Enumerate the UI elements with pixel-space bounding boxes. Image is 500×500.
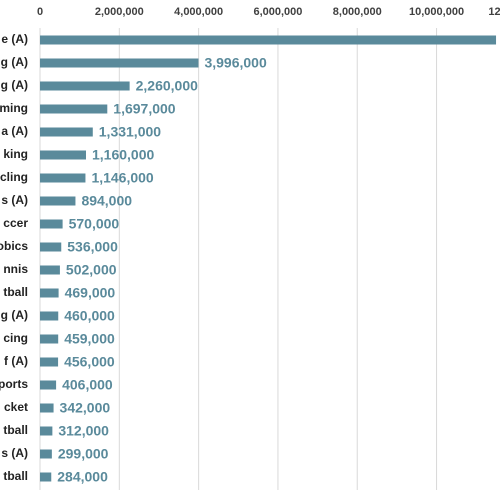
bar [40,150,86,160]
value-label: 312,000 [58,423,109,439]
bar [40,242,62,252]
x-tick-label: 8,000,000 [333,6,382,18]
bar [40,288,59,298]
x-tick-label: 2,000,000 [95,6,144,18]
y-tick-label: obics [0,239,28,253]
y-tick-label: s (A) [1,446,28,460]
bar [40,58,199,68]
y-tick-label: cling [0,170,28,184]
x-tick-label: 10,000,000 [409,6,464,18]
y-tick-label: cing [3,331,28,345]
y-tick-label: tball [3,285,28,299]
value-label: 894,000 [81,193,132,209]
y-tick-label: ming [0,101,28,115]
x-tick-label: 4,000,000 [174,6,223,18]
bar [40,449,52,459]
bar [40,173,86,183]
y-tick-label: a (A) [1,124,28,138]
x-tick-label: 0 [37,6,43,18]
bar [40,380,57,390]
y-tick-label: ports [0,377,28,391]
value-label: 469,000 [65,285,116,301]
bar [40,127,93,137]
value-label: 406,000 [62,377,113,393]
y-tick-label: cket [4,400,28,414]
value-label: 1,697,000 [113,101,175,117]
y-tick-label: ccer [3,216,28,230]
x-tick-label: 6,000,000 [253,6,302,18]
value-label: 284,000 [57,469,108,485]
value-label: 2,260,000 [136,78,198,94]
value-label: 570,000 [69,216,120,232]
y-tick-label: s (A) [1,193,28,207]
value-label: 502,000 [66,262,117,278]
bar [40,403,54,413]
bar [40,357,59,367]
y-tick-label: f (A) [4,354,28,368]
value-label: 536,000 [67,239,118,255]
value-label: 3,996,000 [204,55,266,71]
y-tick-label: tball [3,469,28,483]
value-label: 456,000 [64,354,115,370]
value-label: 342,000 [60,400,111,416]
y-tick-label: e (A) [1,32,28,46]
y-tick-label: tball [3,423,28,437]
bar [40,196,76,206]
value-label: 1,146,000 [91,170,153,186]
y-tick-label: g (A) [1,308,28,322]
value-label: 1,331,000 [99,124,161,140]
bar [40,219,63,229]
bar [40,35,497,45]
value-label: 460,000 [64,308,115,324]
bar [40,104,108,114]
bar [40,426,53,436]
bar [40,265,60,275]
y-tick-label: nnis [3,262,28,276]
bar [40,334,59,344]
x-tick-label: 12,000,000 [488,6,500,18]
value-label: 299,000 [58,446,109,462]
bar [40,81,130,91]
bar [40,472,52,482]
y-tick-label: g (A) [1,78,28,92]
y-tick-label: king [3,147,28,161]
value-label: 1,160,000 [92,147,154,163]
value-label: 459,000 [64,331,115,347]
y-tick-label: g (A) [1,55,28,69]
bar [40,311,59,321]
